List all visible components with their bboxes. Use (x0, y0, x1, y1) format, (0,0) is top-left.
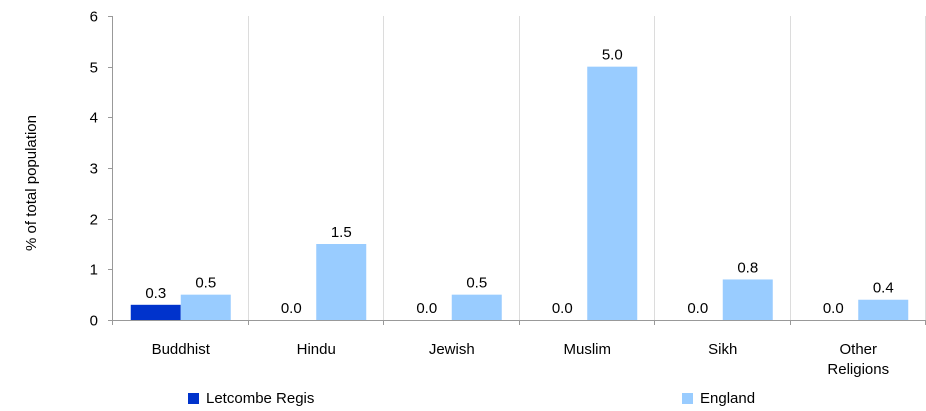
bar-england-other-religions (858, 299, 909, 320)
data-label: 0.0 (416, 300, 437, 317)
legend-item-england: England (682, 390, 755, 407)
x-category-label: Jewish (429, 341, 475, 358)
legend-swatch-letcombe-regis (188, 393, 199, 404)
data-label: 0.0 (687, 300, 708, 317)
x-category-label: Religions (827, 361, 889, 378)
legend-label-letcombe-regis: Letcombe Regis (206, 390, 315, 407)
x-category-label: Muslim (564, 341, 612, 358)
data-label: 0.5 (466, 275, 487, 292)
data-label: 0.0 (552, 300, 573, 317)
y-tick-label: 2 (90, 212, 98, 229)
data-label: 5.0 (602, 47, 623, 64)
legend-item-letcombe-regis: Letcombe Regis (188, 390, 314, 407)
y-tick-label: 0 (90, 313, 98, 330)
y-tick-label: 3 (90, 161, 98, 178)
y-tick-label: 6 (90, 9, 98, 26)
legend-swatch-england (682, 393, 693, 404)
bar-england-buddhist (180, 294, 231, 320)
y-tick-label: 5 (90, 60, 98, 77)
x-category-label: Hindu (297, 341, 336, 358)
legend-label-england: England (700, 390, 756, 407)
data-label: 0.0 (281, 300, 302, 317)
data-label: 0.8 (737, 259, 758, 276)
labels-layer: 0 1 2 3 4 5 6 0.3 0.5 Buddhist 0.0 1.5 Hindu 0.0 0.5 Je… (90, 9, 894, 379)
bar-letcombe-regis-buddhist (130, 304, 181, 320)
bar-england-jewish (451, 294, 502, 320)
x-category-label: Other (839, 341, 877, 358)
y-tick-label: 1 (90, 262, 98, 279)
axes-layer (108, 16, 926, 325)
bar-england-muslim (587, 66, 638, 321)
x-category-label: Sikh (708, 341, 737, 358)
data-label: 0.0 (823, 300, 844, 317)
data-label: 0.3 (145, 285, 166, 302)
data-label: 1.5 (331, 224, 352, 241)
bar-england-hindu (316, 244, 367, 320)
data-label: 0.5 (195, 275, 216, 292)
bar-england-sikh (722, 279, 773, 320)
data-label: 0.4 (873, 280, 894, 297)
bars-layer (130, 66, 909, 321)
y-axis-title: % of total population (23, 115, 40, 251)
y-tick-label: 4 (90, 110, 98, 127)
x-category-label: Buddhist (152, 341, 211, 358)
